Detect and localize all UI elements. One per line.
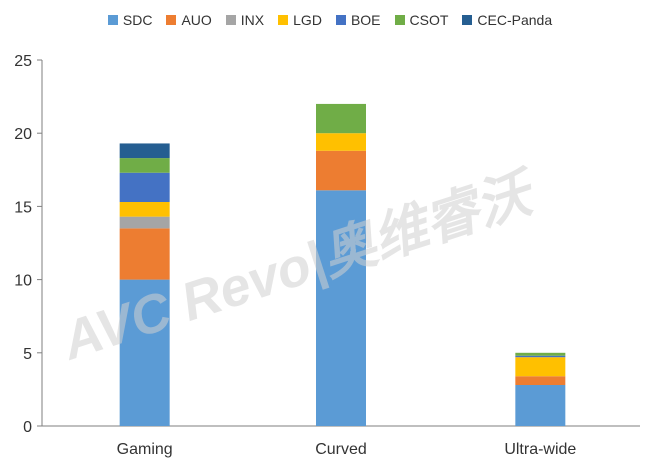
bar-segment-gaming-sdc bbox=[119, 279, 170, 426]
legend-item-auo: AUO bbox=[166, 12, 212, 28]
legend-swatch bbox=[107, 15, 118, 25]
y-tick-label: 5 bbox=[23, 346, 32, 363]
legend-swatch bbox=[394, 15, 405, 25]
category-label: Curved bbox=[315, 441, 367, 458]
legend-item-inx: INX bbox=[225, 12, 265, 28]
legend-swatch bbox=[335, 15, 346, 25]
legend-swatch bbox=[225, 15, 236, 25]
legend-swatch bbox=[462, 15, 473, 25]
legend-label: LGD bbox=[293, 12, 322, 28]
bar-segment-gaming-auo bbox=[119, 228, 170, 280]
y-tick-label: 15 bbox=[14, 199, 32, 216]
legend-item-sdc: SDC bbox=[107, 12, 153, 28]
legend-item-cec-panda: CEC-Panda bbox=[462, 12, 552, 28]
bar-segment-curved-lgd bbox=[316, 133, 366, 151]
bar-segment-ultra-wide-lgd bbox=[515, 357, 566, 377]
bar-segment-gaming-csot bbox=[119, 158, 170, 173]
legend-label: BOE bbox=[350, 12, 381, 28]
bar-segment-ultra-wide-boe bbox=[515, 355, 566, 358]
bar-segment-gaming-boe bbox=[119, 172, 170, 203]
category-label: Gaming bbox=[117, 441, 173, 458]
legend-item-lgd: LGD bbox=[278, 12, 322, 28]
bar-segment-gaming-lgd bbox=[119, 202, 170, 217]
y-tick-label: 10 bbox=[14, 273, 32, 290]
legend-swatch bbox=[278, 15, 289, 25]
bar-segment-ultra-wide-csot bbox=[515, 352, 566, 356]
legend-label: AUO bbox=[181, 12, 212, 28]
legend-item-csot: CSOT bbox=[394, 12, 449, 28]
y-tick-labels: 0 5 10 15 20 25 bbox=[14, 53, 32, 436]
legend-item-boe: BOE bbox=[335, 12, 381, 28]
bar-segment-curved-sdc bbox=[316, 190, 366, 426]
bar-segment-curved-auo bbox=[316, 150, 366, 191]
legend-label: CSOT bbox=[409, 12, 449, 28]
y-tick-label: 0 bbox=[23, 419, 32, 436]
category-label: Ultra-wide bbox=[504, 441, 576, 458]
legend-label: CEC-Panda bbox=[477, 12, 553, 28]
category-labels: Gaming Curved Ultra-wide bbox=[117, 441, 577, 458]
bars bbox=[119, 103, 566, 426]
legend-label: INX bbox=[240, 12, 265, 28]
legend-swatch bbox=[166, 15, 177, 25]
legend-label: SDC bbox=[122, 12, 153, 28]
legend: SDC AUO INX LGD BOE CSOT CEC-Panda bbox=[0, 12, 660, 28]
y-tick-label: 25 bbox=[14, 53, 32, 70]
bar-segment-ultra-wide-sdc bbox=[515, 385, 566, 426]
bar-segment-curved-csot bbox=[316, 103, 366, 134]
y-tick-label: 20 bbox=[14, 126, 32, 143]
bar-segment-ultra-wide-auo bbox=[515, 376, 566, 386]
bar-segment-gaming-inx bbox=[119, 216, 170, 229]
bar-segment-gaming-cec-panda bbox=[119, 143, 170, 159]
